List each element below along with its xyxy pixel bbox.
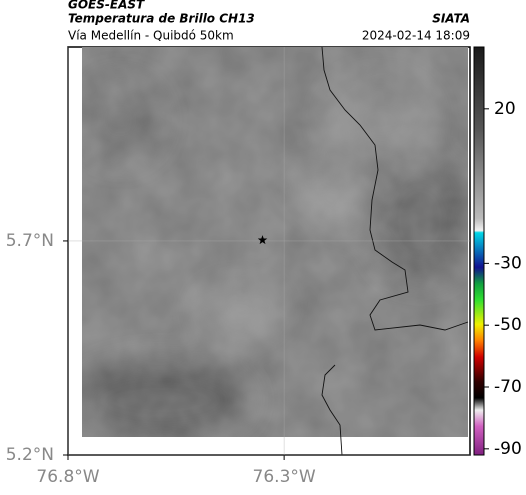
colorbar xyxy=(473,46,485,456)
y-tick-label: 5.2°N xyxy=(6,445,54,465)
colorbar-tick-label: -30 xyxy=(494,253,522,273)
colorbar-tick-label: -90 xyxy=(494,439,522,459)
satellite-image xyxy=(82,47,468,437)
border-line xyxy=(321,46,469,331)
border-line xyxy=(321,364,343,456)
product-title: Temperatura de Brillo CH13 xyxy=(68,12,255,26)
colorbar-tick-label: 20 xyxy=(494,99,516,119)
colorbar-tick-label: -70 xyxy=(494,377,522,397)
datetime-label: 2024-02-14 18:09 xyxy=(362,29,470,43)
colorbar-tick-label: -50 xyxy=(494,315,522,335)
satellite-title: GOES-EAST xyxy=(68,0,145,12)
y-tick-label: 5.7°N xyxy=(6,231,54,251)
source-label: SIATA xyxy=(432,12,470,26)
region-label: Vía Medellín - Quibdó 50km xyxy=(68,29,234,43)
x-tick-label: 76.3°W xyxy=(253,467,316,487)
location-marker xyxy=(257,235,268,245)
x-tick-label: 76.8°W xyxy=(36,467,99,487)
